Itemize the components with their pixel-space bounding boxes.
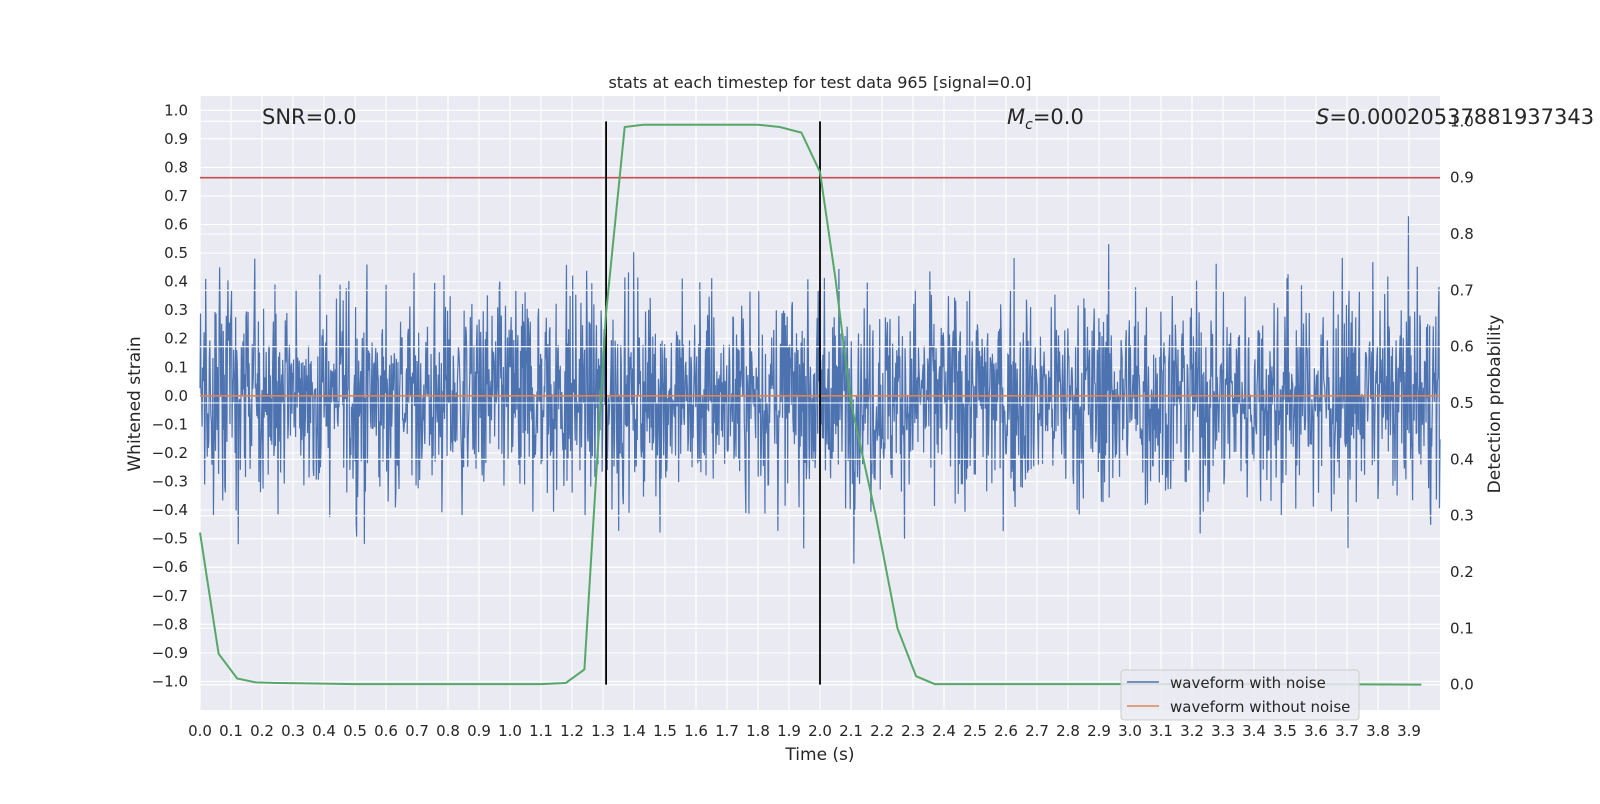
- y-tick-label-20: −1.0: [152, 672, 188, 690]
- legend-label-clean: waveform without noise: [1170, 698, 1350, 716]
- x-tick-label-9: 0.9: [467, 722, 491, 740]
- y2-tick-label-0: 1.0: [1450, 112, 1474, 130]
- y-tick-label-15: −0.5: [152, 530, 188, 548]
- x-tick-label-35: 3.5: [1273, 722, 1297, 740]
- y2-tick-label-5: 0.5: [1450, 394, 1474, 412]
- y-tick-label-11: −0.1: [152, 415, 188, 433]
- y-tick-label-10: 0.0: [164, 387, 188, 405]
- x-tick-label-22: 2.2: [870, 722, 894, 740]
- x-tick-label-16: 1.6: [684, 722, 708, 740]
- y2-tick-label-3: 0.7: [1450, 281, 1474, 299]
- x-tick-label-18: 1.8: [746, 722, 770, 740]
- y-tick-label-16: −0.6: [152, 558, 188, 576]
- y-tick-label-9: 0.1: [164, 358, 188, 376]
- x-tick-label-21: 2.1: [839, 722, 863, 740]
- mc-symbol: M: [1007, 105, 1025, 129]
- y2-tick-label-2: 0.8: [1450, 225, 1474, 243]
- x-axis-label: Time (s): [784, 745, 854, 765]
- x-tick-label-3: 0.3: [281, 722, 305, 740]
- y-tick-label-4: 0.6: [164, 216, 188, 234]
- y-tick-label-18: −0.8: [152, 615, 188, 633]
- y-tick-label-8: 0.2: [164, 330, 188, 348]
- x-tick-label-34: 3.4: [1242, 722, 1266, 740]
- y2-tick-label-10: 0.0: [1450, 676, 1474, 694]
- x-tick-label-19: 1.9: [777, 722, 801, 740]
- x-tick-label-14: 1.4: [622, 722, 646, 740]
- y-tick-label-5: 0.5: [164, 244, 188, 262]
- mc-value: =0.0: [1033, 105, 1084, 129]
- x-tick-label-4: 0.4: [312, 722, 336, 740]
- y-tick-label-7: 0.3: [164, 301, 188, 319]
- x-tick-label-1: 0.1: [219, 722, 243, 740]
- y2-tick-labels: 1.0 0.9 0.8 0.7 0.6 0.5 0.4 0.3 0.2 0.1 0.0: [1450, 112, 1474, 693]
- y-tick-label-13: −0.3: [152, 473, 188, 491]
- x-tick-label-12: 1.2: [560, 722, 584, 740]
- x-tick-labels: 0.0 0.1 0.2 0.3 0.4 0.5 0.6 0.7 0.8 0.9 1.0 1.1 1.2 1…: [188, 722, 1421, 740]
- x-tick-label-20: 2.0: [808, 722, 832, 740]
- s-symbol: S: [1316, 105, 1329, 129]
- x-tick-label-15: 1.5: [653, 722, 677, 740]
- mc-annotation: Mc=0.0: [1007, 105, 1084, 133]
- x-tick-label-11: 1.1: [529, 722, 553, 740]
- x-tick-label-39: 3.9: [1397, 722, 1421, 740]
- y-tick-label-0: 1.0: [164, 101, 188, 119]
- y-tick-label-3: 0.7: [164, 187, 188, 205]
- detection-probability-line: [199, 123, 1422, 686]
- y2-tick-label-6: 0.4: [1450, 450, 1474, 468]
- y-tick-label-19: −0.9: [152, 644, 188, 662]
- x-tick-label-32: 3.2: [1180, 722, 1204, 740]
- x-tick-label-8: 0.8: [436, 722, 460, 740]
- x-tick-label-36: 3.6: [1304, 722, 1328, 740]
- x-tick-label-24: 2.4: [932, 722, 956, 740]
- x-tick-label-38: 3.8: [1366, 722, 1390, 740]
- y-tick-label-6: 0.4: [164, 273, 188, 291]
- s-annotation: S=0.00020537881937343: [1316, 105, 1594, 129]
- y2-tick-label-9: 0.1: [1450, 619, 1474, 637]
- x-tick-label-33: 3.3: [1211, 722, 1235, 740]
- x-tick-label-6: 0.6: [374, 722, 398, 740]
- y-tick-label-2: 0.8: [164, 158, 188, 176]
- x-tick-label-31: 3.1: [1149, 722, 1173, 740]
- x-tick-label-2: 0.2: [250, 722, 274, 740]
- y2-tick-label-8: 0.2: [1450, 563, 1474, 581]
- x-tick-label-0: 0.0: [188, 722, 212, 740]
- legend-box: [1120, 669, 1360, 721]
- y2-tick-label-7: 0.3: [1450, 507, 1474, 525]
- x-tick-label-30: 3.0: [1118, 722, 1142, 740]
- legend-label-noise: waveform with noise: [1170, 674, 1326, 692]
- snr-annotation: SNR=0.0: [262, 105, 357, 129]
- chart-title: stats at each timestep for test data 965…: [608, 73, 1031, 92]
- s-value: =0.00020537881937343: [1329, 105, 1594, 129]
- y-tick-label-1: 0.9: [164, 130, 188, 148]
- x-tick-label-10: 1.0: [498, 722, 522, 740]
- mc-subscript: c: [1025, 117, 1033, 133]
- x-tick-label-27: 2.7: [1025, 722, 1049, 740]
- x-tick-label-25: 2.5: [963, 722, 987, 740]
- x-tick-label-5: 0.5: [343, 722, 367, 740]
- x-tick-label-26: 2.6: [994, 722, 1018, 740]
- x-tick-label-17: 1.7: [715, 722, 739, 740]
- legend: waveform with noise waveform without noi…: [1120, 669, 1360, 721]
- overlay-lines: [199, 120, 1440, 686]
- x-tick-label-23: 2.3: [901, 722, 925, 740]
- y2-axis-label: Detection probability: [1485, 315, 1505, 494]
- y-tick-label-12: −0.2: [152, 444, 188, 462]
- x-tick-label-13: 1.3: [591, 722, 615, 740]
- y-axis-label: Whitened strain: [125, 336, 145, 471]
- y2-tick-label-1: 0.9: [1450, 169, 1474, 187]
- y-tick-label-17: −0.7: [152, 587, 188, 605]
- x-tick-label-37: 3.7: [1335, 722, 1359, 740]
- x-tick-label-28: 2.8: [1056, 722, 1080, 740]
- x-tick-label-29: 2.9: [1087, 722, 1111, 740]
- y-tick-label-14: −0.4: [152, 501, 188, 519]
- y2-tick-label-4: 0.6: [1450, 338, 1474, 356]
- x-tick-label-7: 0.7: [405, 722, 429, 740]
- y-tick-labels: 1.0 0.9 0.8 0.7 0.6 0.5 0.4 0.3 0.2 0.1 0.0 −0.1 −0.…: [152, 101, 188, 690]
